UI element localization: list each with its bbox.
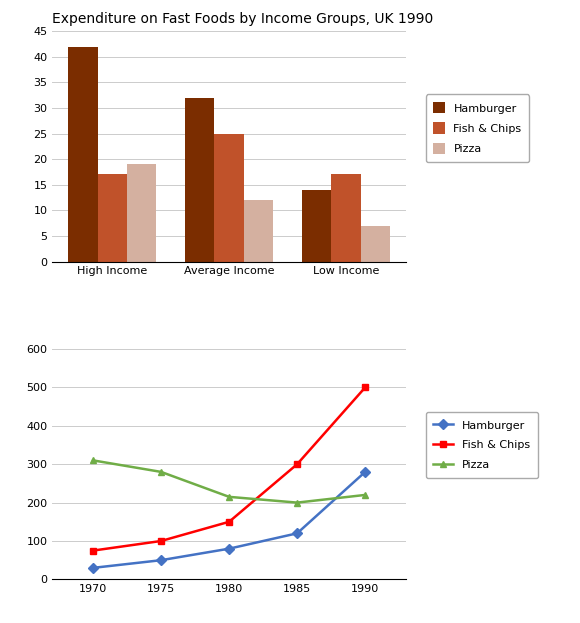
Fish & Chips [158,537,165,545]
Bar [127,164,156,262]
Hamburger [89,564,96,572]
Line: Hamburger: Hamburger [89,468,369,571]
Hamburger [226,545,233,553]
Pizza [362,491,369,498]
Fish & Chips [362,384,369,391]
Hamburger [362,468,369,475]
Legend: Hamburger, Fish & Chips, Pizza: Hamburger, Fish & Chips, Pizza [426,412,538,478]
Bar [68,47,97,262]
Bar [97,174,127,262]
Bar [302,190,331,262]
Pizza [293,499,300,506]
Bar [331,174,361,262]
Legend: Hamburger, Fish & Chips, Pizza: Hamburger, Fish & Chips, Pizza [426,94,530,162]
Fish & Chips [89,547,96,554]
Line: Fish & Chips: Fish & Chips [89,384,369,554]
Pizza [89,457,96,464]
Fish & Chips [293,460,300,468]
Text: Expenditure on Fast Foods by Income Groups, UK 1990: Expenditure on Fast Foods by Income Grou… [52,12,433,26]
Bar [361,226,390,262]
Line: Pizza: Pizza [89,457,369,506]
Fish & Chips [226,518,233,526]
Hamburger [158,556,165,564]
Pizza [158,468,165,475]
Bar [215,133,244,262]
Bar [244,200,273,262]
Hamburger [293,530,300,537]
Bar [185,98,215,262]
Pizza [226,493,233,501]
